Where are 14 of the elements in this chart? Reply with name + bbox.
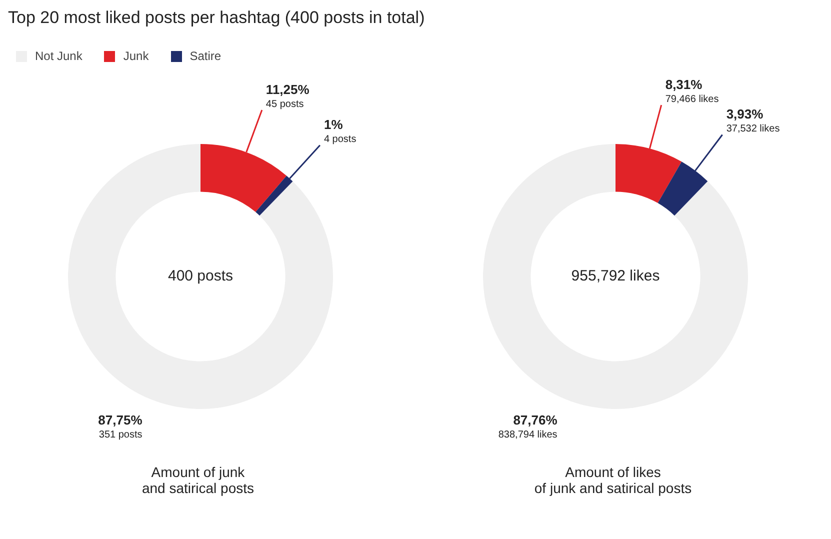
chart-title: Top 20 most liked posts per hashtag (400 posts in total) <box>8 8 425 27</box>
legend-label: Not Junk <box>34 49 82 63</box>
text: Amount of junk and satirical posts <box>140 464 256 496</box>
legend-label: Junk <box>122 49 149 63</box>
data-label: 1% 4 posts <box>324 117 356 146</box>
legend-label: Satire <box>188 49 222 63</box>
data-label: 8,31% 79,466 likes <box>665 77 719 106</box>
data-label: 87,76% 838,794 likes <box>498 412 558 440</box>
text: 955,792 likes <box>571 268 660 285</box>
data-label: 3,93% 37,532 likes <box>726 106 780 135</box>
data-label: 11,25% 45 posts <box>266 82 310 110</box>
data-label: 87,75% 351 posts <box>98 412 143 440</box>
text: 400 posts <box>168 268 234 285</box>
text: Amount of likes of junk and satirical posts <box>533 464 693 496</box>
